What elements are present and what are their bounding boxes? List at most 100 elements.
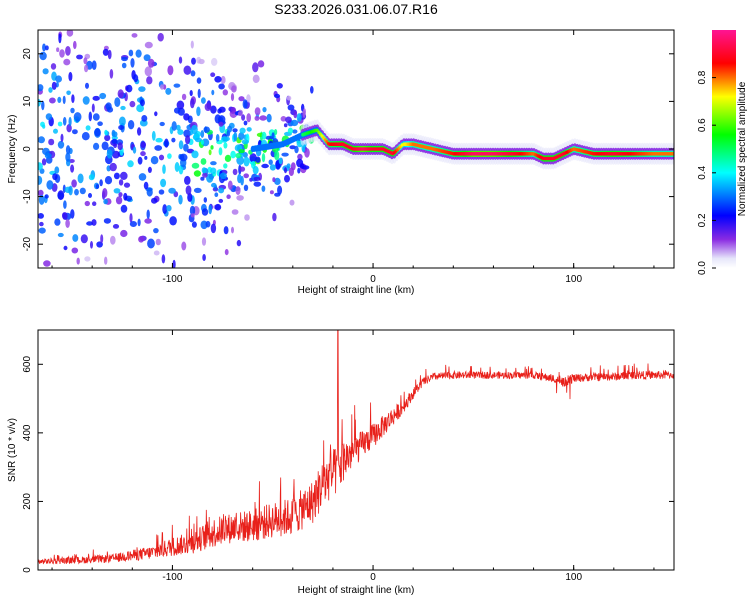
spectral-blob bbox=[239, 127, 246, 134]
spectral-blob bbox=[211, 57, 218, 66]
spectrogram-xtick-label: 100 bbox=[565, 274, 582, 285]
spectral-blob bbox=[302, 110, 306, 118]
spectral-blob bbox=[243, 120, 248, 126]
spectral-blob bbox=[223, 226, 229, 235]
snr-ylabel: SNR (10 * v/v) bbox=[7, 418, 18, 482]
spectral-blob bbox=[239, 166, 246, 172]
colorbar-gradient bbox=[712, 30, 736, 268]
spectral-blob bbox=[50, 63, 57, 70]
spectral-blob bbox=[183, 279, 187, 285]
snr-ticks: -100 0 100 0 200 400 600 bbox=[22, 330, 674, 583]
spectral-blob bbox=[237, 111, 243, 117]
spectral-blob bbox=[111, 135, 118, 140]
spectrogram-ytick-label: 10 bbox=[22, 95, 33, 107]
spectral-blob bbox=[80, 234, 88, 244]
spectral-blob bbox=[178, 56, 183, 64]
spectral-blob bbox=[37, 284, 43, 294]
spectral-blob bbox=[165, 87, 172, 95]
spectral-blob bbox=[84, 200, 91, 207]
spectral-blob bbox=[284, 174, 290, 183]
spectral-blob bbox=[189, 90, 193, 97]
spectral-blob bbox=[109, 69, 114, 79]
spectral-blob bbox=[82, 96, 90, 105]
spectrogram-ylabel: Frequency (Hz) bbox=[7, 115, 18, 184]
spectral-blob bbox=[42, 43, 46, 52]
spectral-blob bbox=[127, 120, 135, 130]
spectral-blob bbox=[290, 119, 299, 127]
spectral-blob bbox=[254, 107, 261, 116]
spectral-blob bbox=[254, 115, 260, 121]
spectral-blob bbox=[139, 22, 142, 27]
spectral-blob bbox=[167, 153, 172, 159]
spectral-blob bbox=[191, 162, 200, 169]
spectral-blob bbox=[46, 180, 54, 190]
spectral-blob bbox=[77, 173, 84, 184]
spectrogram-ytick-label: 0 bbox=[22, 146, 33, 152]
spectral-blob bbox=[196, 106, 201, 117]
spectral-blob bbox=[62, 95, 66, 105]
spectral-blob bbox=[112, 224, 120, 229]
colorbar-tick-label: 0.2 bbox=[697, 213, 708, 227]
spectral-blob bbox=[95, 184, 100, 189]
spectral-blob bbox=[59, 49, 65, 58]
spectral-blob bbox=[201, 138, 210, 147]
spectral-blob bbox=[211, 89, 215, 96]
spectral-blob bbox=[261, 185, 266, 192]
spectral-blob bbox=[57, 96, 62, 103]
spectral-blob bbox=[231, 85, 237, 93]
spectral-blob bbox=[304, 148, 310, 158]
spectral-blob bbox=[177, 129, 184, 136]
spectral-blob bbox=[90, 241, 93, 249]
spectral-blob bbox=[222, 89, 228, 96]
spectral-blob bbox=[157, 32, 164, 42]
spectral-blob bbox=[271, 132, 275, 140]
spectral-blob bbox=[252, 62, 259, 73]
spectral-blob bbox=[101, 141, 109, 151]
spectral-blob bbox=[92, 113, 100, 121]
spectral-blob bbox=[210, 167, 217, 175]
spectral-blob bbox=[218, 121, 224, 127]
spectral-blob bbox=[175, 124, 181, 131]
spectral-blob bbox=[287, 104, 295, 111]
spectral-blob bbox=[197, 88, 201, 99]
spectral-blob bbox=[179, 153, 188, 162]
spectral-blob bbox=[57, 121, 63, 127]
spectral-blob bbox=[49, 5, 54, 15]
spectral-blob bbox=[68, 19, 73, 26]
spectral-blob bbox=[193, 170, 201, 177]
spectrogram-xtick-label: 0 bbox=[370, 274, 376, 285]
spectral-blob bbox=[129, 221, 137, 227]
spectral-blob bbox=[113, 172, 120, 180]
spectral-blob bbox=[218, 83, 225, 90]
spectral-blob bbox=[218, 187, 225, 194]
spectral-blob bbox=[106, 106, 114, 113]
spectral-blob bbox=[235, 152, 242, 159]
spectral-blob bbox=[120, 105, 126, 111]
spectral-blob bbox=[44, 194, 49, 199]
spectral-blob bbox=[123, 192, 128, 201]
spectral-blob bbox=[206, 173, 214, 183]
spectral-blob bbox=[268, 159, 273, 165]
snr-ytick-label: 0 bbox=[22, 567, 33, 573]
spectral-blob bbox=[153, 228, 159, 234]
spectral-blob bbox=[224, 249, 229, 256]
spectral-blob bbox=[116, 0, 123, 4]
spectral-blob bbox=[129, 213, 133, 223]
spectral-blob bbox=[155, 238, 161, 246]
spectral-blob bbox=[80, 16, 86, 23]
spectral-blob bbox=[208, 149, 212, 156]
spectral-blob bbox=[154, 111, 158, 117]
spectral-blob bbox=[296, 113, 302, 122]
snr-ytick-label: 400 bbox=[22, 424, 33, 441]
snr-ytick-label: 200 bbox=[22, 493, 33, 510]
spectral-blob bbox=[276, 83, 283, 89]
spectral-blob bbox=[189, 205, 196, 216]
spectral-blob bbox=[210, 161, 217, 166]
spectral-blob bbox=[130, 58, 135, 68]
spectral-blob bbox=[56, 47, 60, 52]
colorbar-tick-label: 0.0 bbox=[697, 261, 708, 275]
spectral-blob bbox=[107, 49, 112, 60]
spectral-blob bbox=[106, 149, 113, 159]
spectral-blob bbox=[99, 179, 103, 187]
